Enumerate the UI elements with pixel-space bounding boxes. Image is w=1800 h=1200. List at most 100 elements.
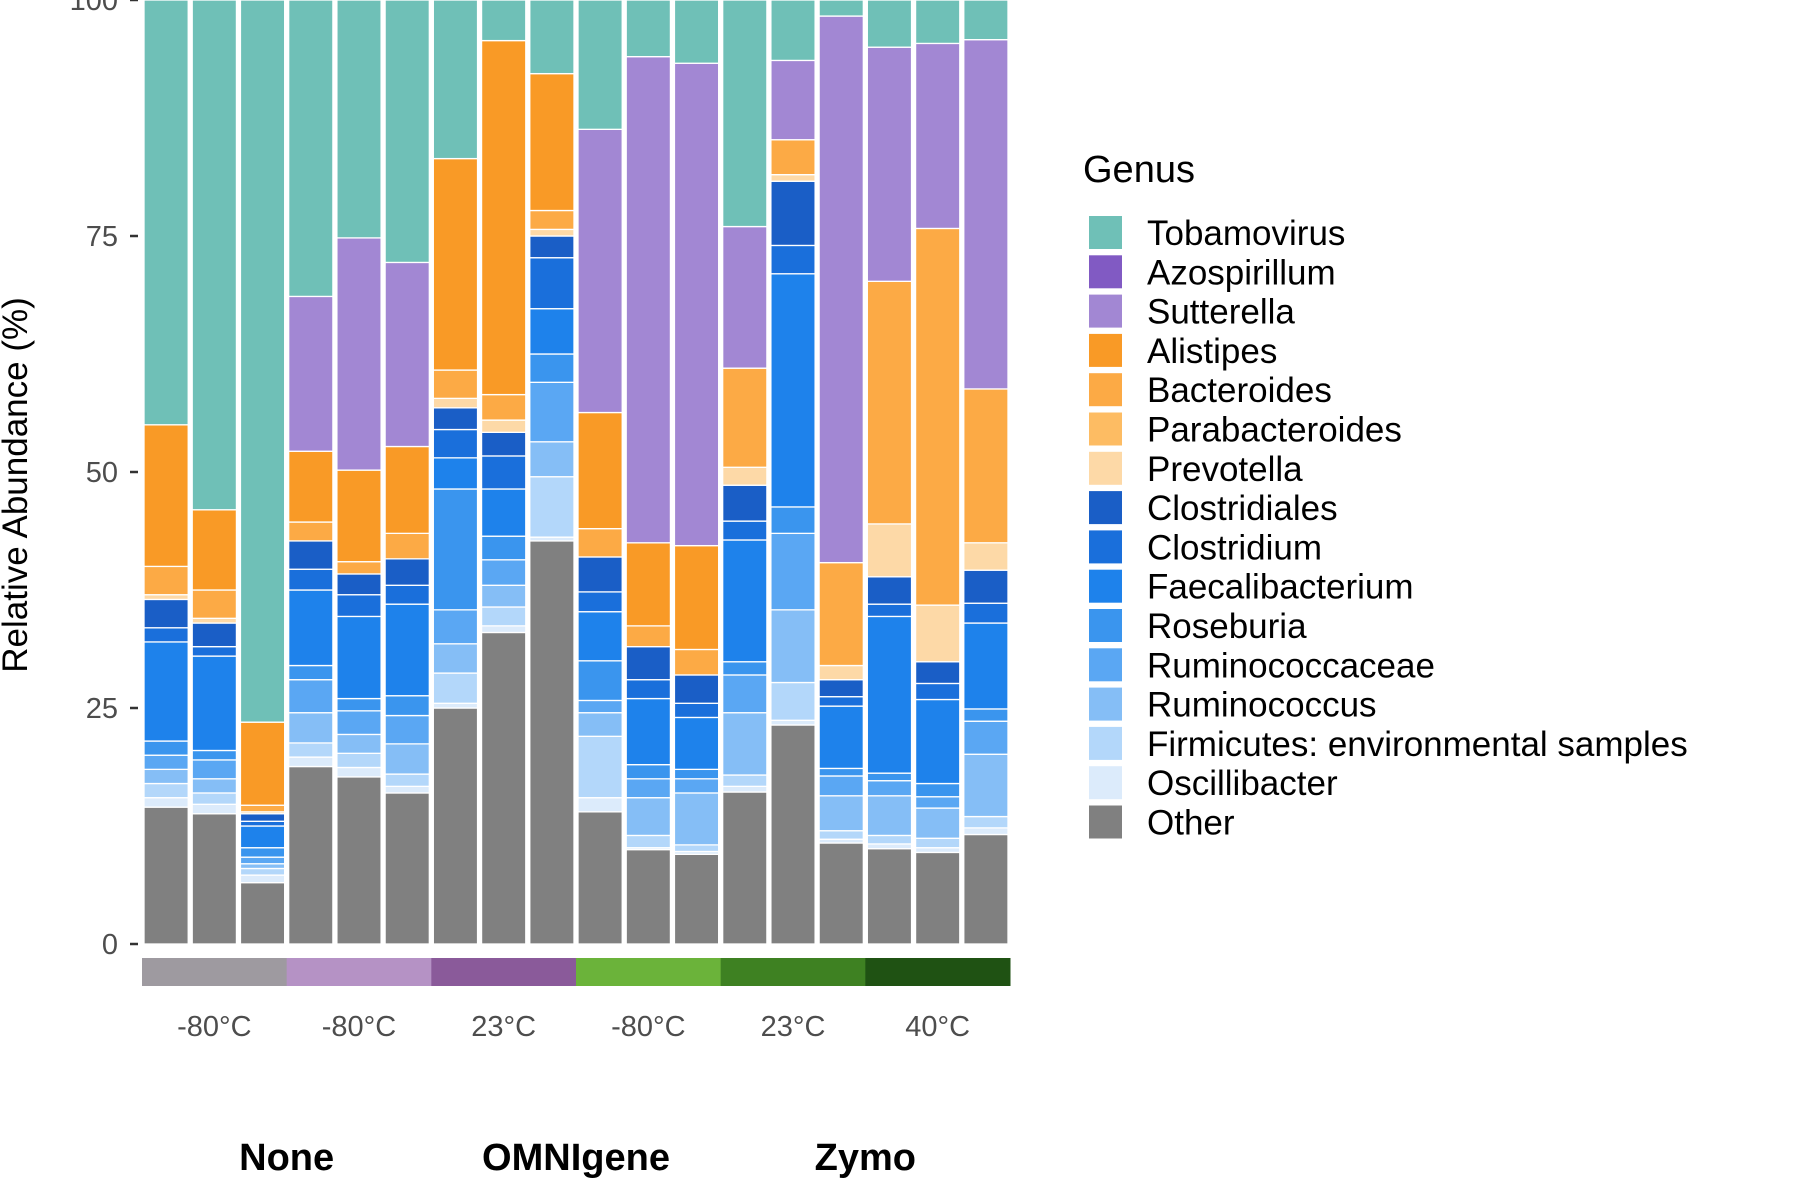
segment-roseburia: [384, 695, 430, 717]
segment-roseburia: [432, 488, 479, 611]
segment-prevotella: [432, 397, 479, 409]
segment-faecalibacterium: [673, 716, 720, 771]
segment-ruminococcaceae: [191, 759, 238, 780]
segment-ruminococcus: [770, 609, 816, 684]
segment-faecalibacterium: [866, 615, 913, 774]
segment-bacteroides: [770, 139, 816, 176]
segment-clostridiales: [963, 569, 1009, 604]
segment-sutterella: [577, 128, 623, 414]
segment-firmicutes-environmental-samples: [818, 830, 864, 840]
segment-tobamovirus: [722, 0, 768, 228]
segment-firmicutes-environmental-samples: [673, 844, 720, 853]
legend: TobamovirusAzospirillumSutterellaAlistip…: [1089, 214, 1688, 843]
segment-firmicutes-environmental-samples: [529, 476, 575, 538]
group-label: None: [239, 1137, 334, 1179]
sample-bar-12: [673, 0, 720, 945]
segment-alistipes: [336, 469, 382, 563]
segment-roseburia: [963, 708, 1009, 722]
legend-swatch: [1089, 451, 1122, 485]
segment-ruminococcus: [529, 441, 575, 478]
segment-ruminococcaceae: [143, 754, 189, 771]
segment-prevotella: [191, 617, 238, 624]
bars-layer: [143, 0, 1009, 945]
condition-label: -80°C: [611, 1011, 685, 1043]
segment-clostridiales: [480, 431, 527, 457]
segment-ruminococcus: [577, 712, 623, 737]
segment-clostridium: [480, 455, 527, 490]
segment-ruminococcaceae: [914, 796, 961, 809]
segment-tobamovirus: [529, 0, 575, 75]
sample-bar-16: [866, 0, 913, 945]
condition-label: 40°C: [905, 1011, 970, 1043]
legend-title: Genus: [1083, 149, 1195, 191]
segment-clostridium: [818, 696, 864, 707]
y-tick-label: 25: [86, 693, 118, 725]
segment-tobamovirus: [770, 0, 816, 62]
segment-firmicutes-environmental-samples: [384, 773, 430, 788]
segment-prevotella: [818, 664, 864, 681]
segment-tobamovirus: [432, 0, 479, 160]
legend-label: Alistipes: [1147, 332, 1277, 371]
legend-label: Tobamovirus: [1147, 214, 1345, 253]
segment-roseburia: [770, 506, 816, 535]
segment-tobamovirus: [191, 0, 238, 511]
segment-clostridiales: [722, 484, 768, 522]
segment-ruminococcaceae: [577, 699, 623, 714]
segment-faecalibacterium: [191, 655, 238, 752]
legend-swatch: [1089, 333, 1122, 367]
legend-label: Ruminococcaceae: [1147, 646, 1435, 685]
y-tick-label: 50: [86, 457, 118, 489]
legend-swatch: [1089, 805, 1122, 839]
segment-ruminococcus: [963, 753, 1009, 818]
segment-other: [963, 833, 1009, 945]
segment-clostridiales: [384, 558, 430, 586]
segment-other: [288, 765, 334, 945]
segment-bacteroides: [336, 561, 382, 575]
y-tick-label: 100: [70, 0, 118, 17]
segment-faecalibacterium: [384, 603, 430, 697]
segment-ruminococcaceae: [673, 778, 720, 794]
segment-tobamovirus: [143, 0, 189, 426]
segment-faecalibacterium: [288, 589, 334, 667]
condition-strip-segment: [865, 958, 1011, 986]
segment-bacteroides: [577, 527, 623, 558]
segment-faecalibacterium: [432, 457, 479, 490]
segment-tobamovirus: [480, 0, 527, 42]
group-label: Zymo: [815, 1137, 916, 1179]
legend-swatch: [1089, 687, 1122, 721]
segment-ruminococcaceae: [818, 775, 864, 797]
segment-bacteroides: [722, 367, 768, 468]
sample-bar-8: [480, 0, 527, 945]
segment-ruminococcaceae: [384, 714, 430, 745]
segment-tobamovirus: [866, 0, 913, 48]
segment-firmicutes-environmental-samples: [432, 672, 479, 704]
segment-roseburia: [143, 740, 189, 756]
segment-sutterella: [722, 225, 768, 369]
sample-bar-15: [818, 0, 864, 945]
segment-oscillibacter: [191, 803, 238, 815]
segment-other: [866, 848, 913, 945]
segment-ruminococcus: [673, 792, 720, 846]
segment-alistipes: [191, 509, 238, 591]
segment-oscillibacter: [336, 766, 382, 778]
segment-roseburia: [577, 660, 623, 702]
segment-other: [625, 848, 672, 945]
condition-strip-segment: [286, 958, 432, 986]
segment-ruminococcus: [818, 795, 864, 832]
segment-tobamovirus: [673, 0, 720, 64]
segment-oscillibacter: [480, 625, 527, 634]
sample-bar-6: [384, 0, 430, 945]
segment-prevotella: [529, 228, 575, 237]
segment-sutterella: [866, 46, 913, 282]
segment-ruminococcaceae: [770, 532, 816, 611]
segment-roseburia: [336, 697, 382, 712]
segment-clostridiales: [625, 645, 672, 681]
segment-ruminococcus: [866, 795, 913, 837]
sample-bar-1: [143, 0, 189, 945]
segment-roseburia: [239, 847, 286, 858]
segment-clostridium: [143, 627, 189, 643]
condition-label: -80°C: [177, 1011, 251, 1043]
segment-tobamovirus: [914, 0, 961, 45]
segment-bacteroides: [432, 369, 479, 400]
